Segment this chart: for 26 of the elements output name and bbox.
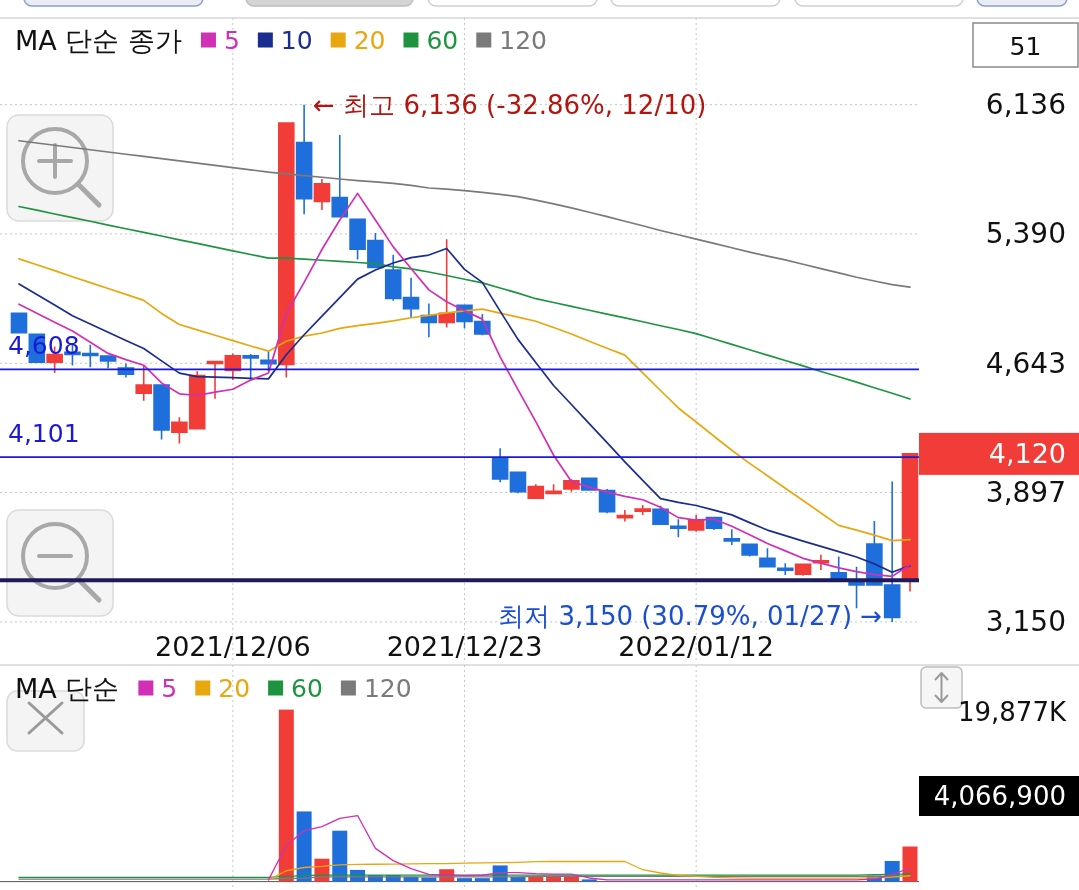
legend-label: 60 (426, 25, 459, 55)
x-tick-label: 2022/01/12 (618, 630, 774, 662)
annotation: 최저 3,150 (30.79%, 01/27) → (498, 600, 883, 631)
y-tick-label: 6,136 (985, 88, 1066, 122)
text: 19,877K (957, 696, 1067, 727)
legend-label: 120 (499, 25, 547, 55)
legend-label: 5 (223, 25, 240, 55)
legend-label: 120 (363, 673, 412, 703)
x-tick-label: 2021/12/06 (155, 630, 311, 662)
text: 4,066,900 (933, 781, 1066, 811)
y-tick-label: 5,390 (985, 217, 1066, 251)
legend-title: MA 단순 (15, 672, 120, 704)
x-tick-label: 2021/12/23 (386, 630, 543, 662)
y-tick-label: 3,150 (985, 605, 1066, 639)
y-tick-label: 3,897 (985, 476, 1066, 510)
ref-line-label: 4,101 (8, 418, 80, 448)
legend-label: 60 (291, 673, 323, 703)
legend-label: 10 (280, 25, 313, 55)
legend-title: MA 단순 종가 (15, 24, 182, 56)
legend-label: 20 (218, 673, 251, 703)
legend-label: 5 (161, 673, 178, 703)
legend-label: 20 (353, 25, 386, 55)
text: 4,120 (988, 438, 1066, 470)
text: 51 (1009, 31, 1042, 61)
annotation: ← 최고 6,136 (-32.86%, 12/10) (313, 89, 707, 120)
y-tick-label: 4,643 (985, 346, 1066, 380)
